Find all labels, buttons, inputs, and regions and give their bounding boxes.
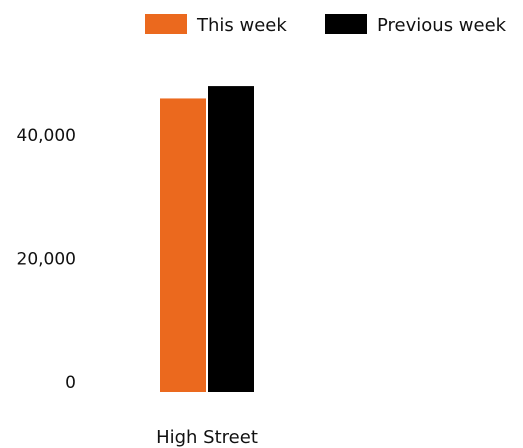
legend-label-previous-week: Previous week [377,15,507,36]
y-tick-label: 0 [65,373,76,393]
y-tick-label: 20,000 [17,249,76,269]
legend-swatch-previous-week [325,14,367,34]
bar-previous-week [208,86,254,392]
legend-label-this-week: This week [196,15,287,36]
x-axis: High Street [156,427,258,448]
bar-group [160,86,254,392]
bar-this-week [160,98,206,392]
chart-legend: This week Previous week [145,14,507,36]
legend-swatch-this-week [145,14,187,34]
y-tick-label: 40,000 [17,126,76,146]
y-axis: 0 20,000 40,000 [17,126,76,393]
x-category-label: High Street [156,427,258,448]
